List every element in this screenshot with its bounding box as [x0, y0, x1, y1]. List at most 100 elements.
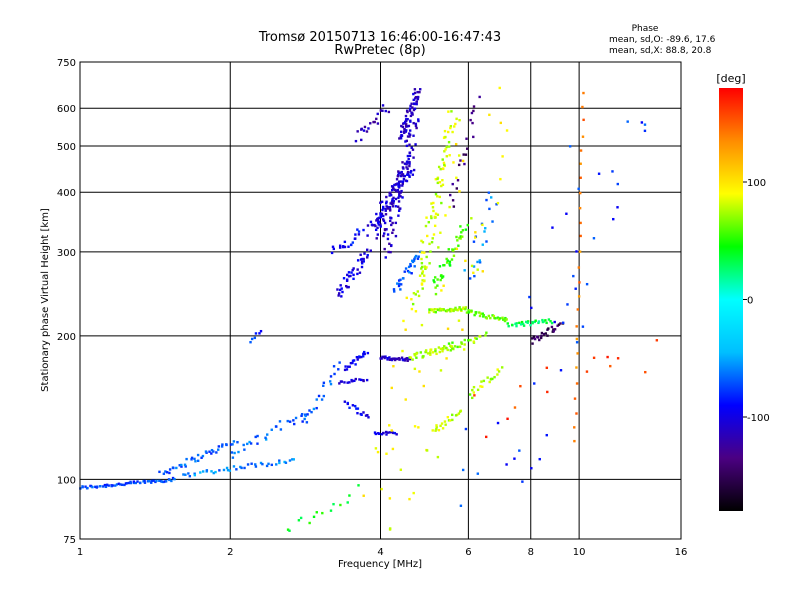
echo-point [470, 111, 474, 115]
echo-point [398, 207, 401, 210]
echo-point [550, 325, 554, 329]
echo-point [288, 529, 291, 532]
echo-point [530, 337, 534, 340]
echo-point [342, 277, 346, 280]
echo-point [444, 423, 447, 426]
echo-point [215, 451, 218, 454]
echo-point [384, 355, 387, 358]
echo-point [404, 328, 407, 331]
echo-point [408, 135, 411, 138]
echo-point [265, 464, 269, 468]
echo-point [292, 458, 295, 461]
echo-point [616, 182, 619, 186]
echo-point [435, 424, 438, 427]
echo-point [506, 417, 509, 420]
echo-point [414, 254, 418, 258]
echo-point [404, 267, 408, 270]
echo-point [472, 265, 476, 268]
echo-point [379, 223, 382, 226]
echo-point [449, 193, 452, 197]
echo-point [435, 352, 438, 356]
echo-point [408, 133, 412, 137]
echo-point [474, 236, 477, 239]
echo-point [460, 308, 463, 311]
echo-point [184, 473, 187, 476]
echo-point [347, 275, 351, 278]
echo-point [379, 215, 383, 219]
echo-point [408, 154, 412, 157]
echo-point [362, 129, 366, 132]
echo-point [362, 257, 365, 261]
echo-point [413, 256, 417, 259]
echo-point [312, 407, 316, 411]
echo-point [405, 129, 408, 132]
echo-point [392, 202, 395, 205]
echo-point [460, 231, 463, 234]
echo-point [165, 471, 169, 474]
echo-point [278, 461, 281, 465]
echo-point [412, 121, 415, 125]
echo-point [462, 348, 466, 351]
echo-point [363, 352, 366, 356]
echo-point [502, 318, 505, 321]
echo-point [132, 480, 136, 483]
echo-point [362, 352, 365, 355]
echo-point [264, 438, 268, 441]
echo-point [249, 442, 253, 445]
echo-point [396, 188, 400, 192]
echo-point [393, 431, 397, 435]
echo-point [373, 431, 377, 434]
echo-point [419, 250, 422, 254]
echo-point [405, 179, 409, 183]
plot-frame [79, 61, 682, 540]
echo-point [457, 308, 461, 311]
echo-point [415, 356, 418, 359]
echo-point [315, 406, 318, 410]
echo-point [459, 159, 462, 162]
echo-point [275, 425, 278, 428]
echo-point [225, 443, 228, 446]
echo-point [230, 451, 234, 454]
echo-point [478, 314, 482, 318]
echo-point [254, 332, 258, 335]
echo-point [362, 379, 365, 383]
echo-point [561, 321, 565, 324]
echo-point [433, 280, 436, 284]
echo-point [565, 212, 568, 215]
echo-point [479, 385, 482, 388]
echo-point [386, 358, 389, 361]
echo-point [505, 129, 509, 132]
echo-point [408, 164, 411, 168]
echo-point [455, 176, 458, 179]
echo-point [443, 129, 447, 133]
echo-point [392, 288, 396, 291]
echo-point [546, 390, 549, 394]
echo-point [362, 494, 365, 497]
echo-point [419, 88, 422, 91]
echo-point [424, 267, 427, 271]
echo-point [225, 466, 229, 470]
echo-point [536, 336, 540, 339]
echo-point [447, 130, 450, 134]
echo-point [212, 450, 215, 453]
echo-point [415, 102, 418, 106]
echo-point [388, 242, 391, 245]
echo-point [455, 308, 458, 311]
echo-point [408, 109, 412, 112]
echo-point [107, 484, 110, 487]
echo-point [431, 237, 434, 240]
echo-point [498, 86, 501, 90]
echo-point [406, 117, 409, 121]
echo-point [444, 214, 447, 217]
echo-point [259, 461, 263, 465]
echo-point [394, 197, 398, 201]
echo-point [442, 308, 445, 311]
echo-point [441, 427, 445, 430]
echo-point [471, 121, 474, 125]
echo-point [538, 457, 541, 461]
echo-point [111, 484, 114, 487]
echo-point [375, 237, 378, 240]
echo-point [348, 406, 351, 410]
echo-point [498, 317, 502, 320]
echo-point [246, 463, 250, 466]
